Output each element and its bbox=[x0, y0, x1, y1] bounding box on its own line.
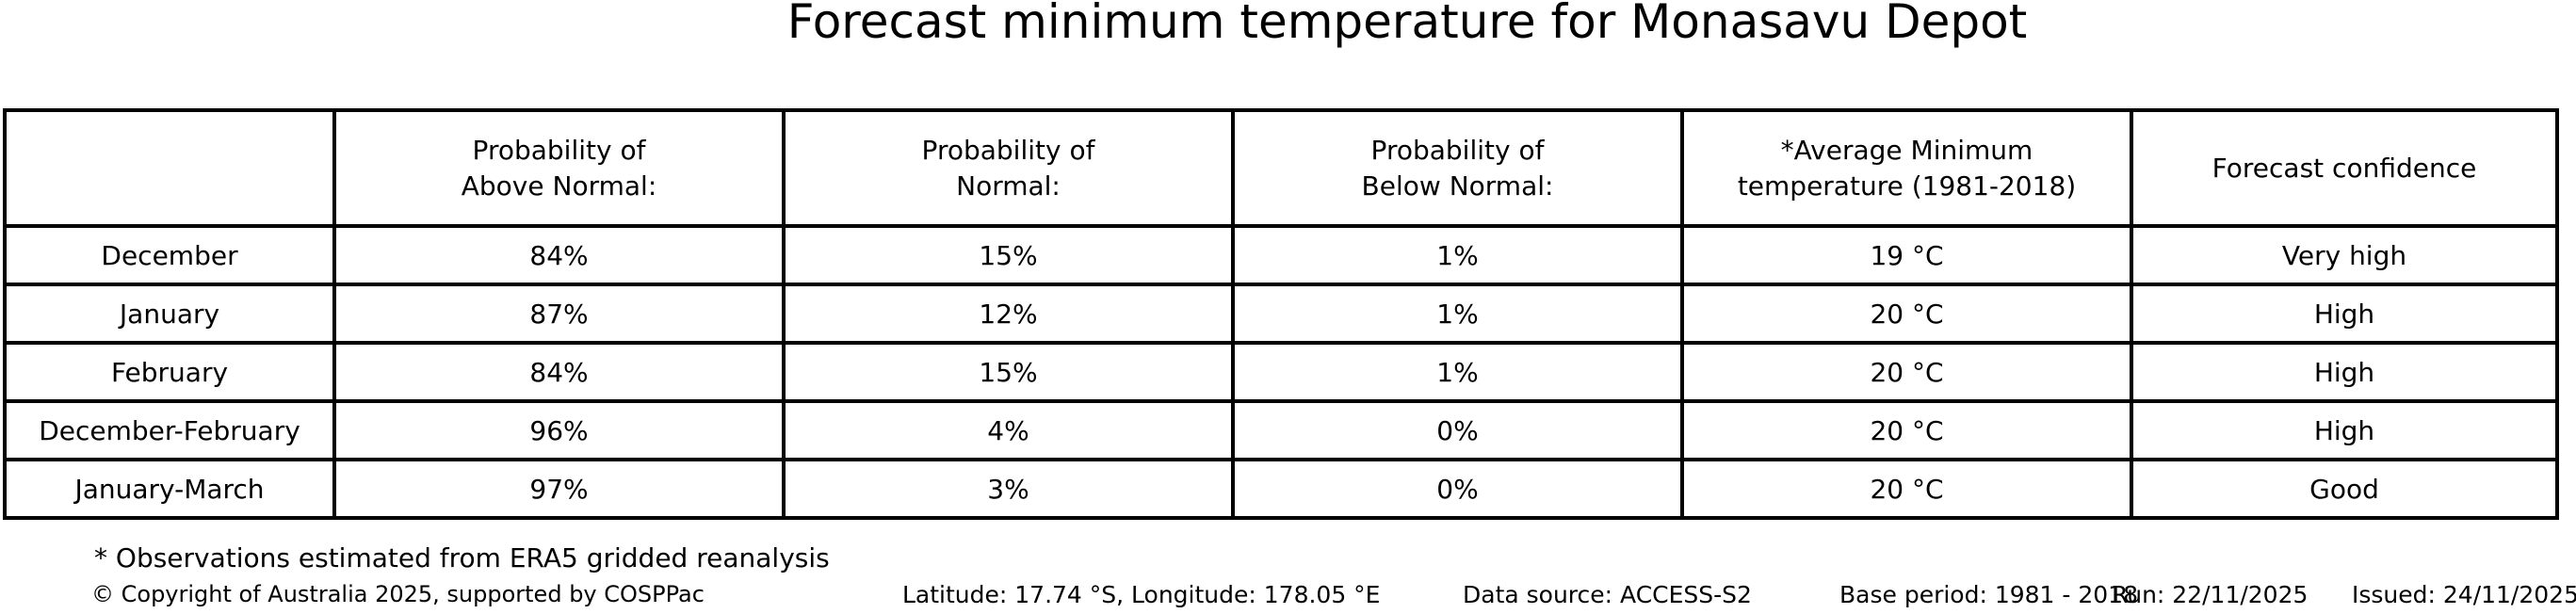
table-cell: 4% bbox=[782, 399, 1235, 461]
corner-cell bbox=[3, 108, 336, 228]
row-label: December-February bbox=[3, 399, 336, 461]
table-cell: 12% bbox=[782, 283, 1235, 345]
location-text: Latitude: 17.74 °S, Longitude: 178.05 °E bbox=[902, 581, 1381, 608]
table-row: December-February 96% 4% 0% 20 °C High bbox=[3, 399, 2559, 461]
table-cell: 19 °C bbox=[1680, 224, 2133, 286]
table-row: February 84% 15% 1% 20 °C High bbox=[3, 341, 2559, 403]
forecast-table: Probability of Above Normal: Probability… bbox=[3, 108, 2559, 520]
copyright-text: © Copyright of Australia 2025, supported… bbox=[91, 581, 705, 607]
table-cell: High bbox=[2130, 341, 2559, 403]
table-cell: Very high bbox=[2130, 224, 2559, 286]
table-row: December 84% 15% 1% 19 °C Very high bbox=[3, 224, 2559, 286]
row-label: January bbox=[3, 283, 336, 345]
table-cell: 20 °C bbox=[1680, 458, 2133, 520]
table-cell: 84% bbox=[332, 341, 786, 403]
observations-footnote: * Observations estimated from ERA5 gridd… bbox=[94, 542, 830, 574]
page-title: Forecast minimum temperature for Monasav… bbox=[786, 0, 2028, 49]
row-label: December bbox=[3, 224, 336, 286]
table-cell: 97% bbox=[332, 458, 786, 520]
table-cell: 0% bbox=[1231, 458, 1684, 520]
table-cell: 20 °C bbox=[1680, 399, 2133, 461]
table-cell: 1% bbox=[1231, 283, 1684, 345]
column-header-normal: Probability of Normal: bbox=[782, 108, 1235, 228]
table-cell: 15% bbox=[782, 224, 1235, 286]
table-cell: 15% bbox=[782, 341, 1235, 403]
row-label: February bbox=[3, 341, 336, 403]
table-cell: High bbox=[2130, 399, 2559, 461]
table-header-row: Probability of Above Normal: Probability… bbox=[3, 108, 2559, 228]
column-header-above-normal: Probability of Above Normal: bbox=[332, 108, 786, 228]
base-period-text: Base period: 1981 - 2018 bbox=[1839, 581, 2138, 608]
table-row: January 87% 12% 1% 20 °C High bbox=[3, 283, 2559, 345]
table-cell: 20 °C bbox=[1680, 283, 2133, 345]
column-header-average-minimum: *Average Minimum temperature (1981-2018) bbox=[1680, 108, 2133, 228]
table-cell: 0% bbox=[1231, 399, 1684, 461]
table-cell: 96% bbox=[332, 399, 786, 461]
table-row: January-March 97% 3% 0% 20 °C Good bbox=[3, 458, 2559, 520]
run-date-text: Run: 22/11/2025 bbox=[2112, 581, 2309, 608]
data-source-text: Data source: ACCESS-S2 bbox=[1463, 581, 1752, 608]
table-cell: 20 °C bbox=[1680, 341, 2133, 403]
table-cell: 84% bbox=[332, 224, 786, 286]
table-cell: 1% bbox=[1231, 341, 1684, 403]
table-cell: Good bbox=[2130, 458, 2559, 520]
table-cell: High bbox=[2130, 283, 2559, 345]
issued-date-text: Issued: 24/11/2025 bbox=[2352, 581, 2576, 608]
column-header-forecast-confidence: Forecast confidence bbox=[2130, 108, 2559, 228]
table-cell: 87% bbox=[332, 283, 786, 345]
row-label: January-March bbox=[3, 458, 336, 520]
table-cell: 1% bbox=[1231, 224, 1684, 286]
table-cell: 3% bbox=[782, 458, 1235, 520]
column-header-below-normal: Probability of Below Normal: bbox=[1231, 108, 1684, 228]
